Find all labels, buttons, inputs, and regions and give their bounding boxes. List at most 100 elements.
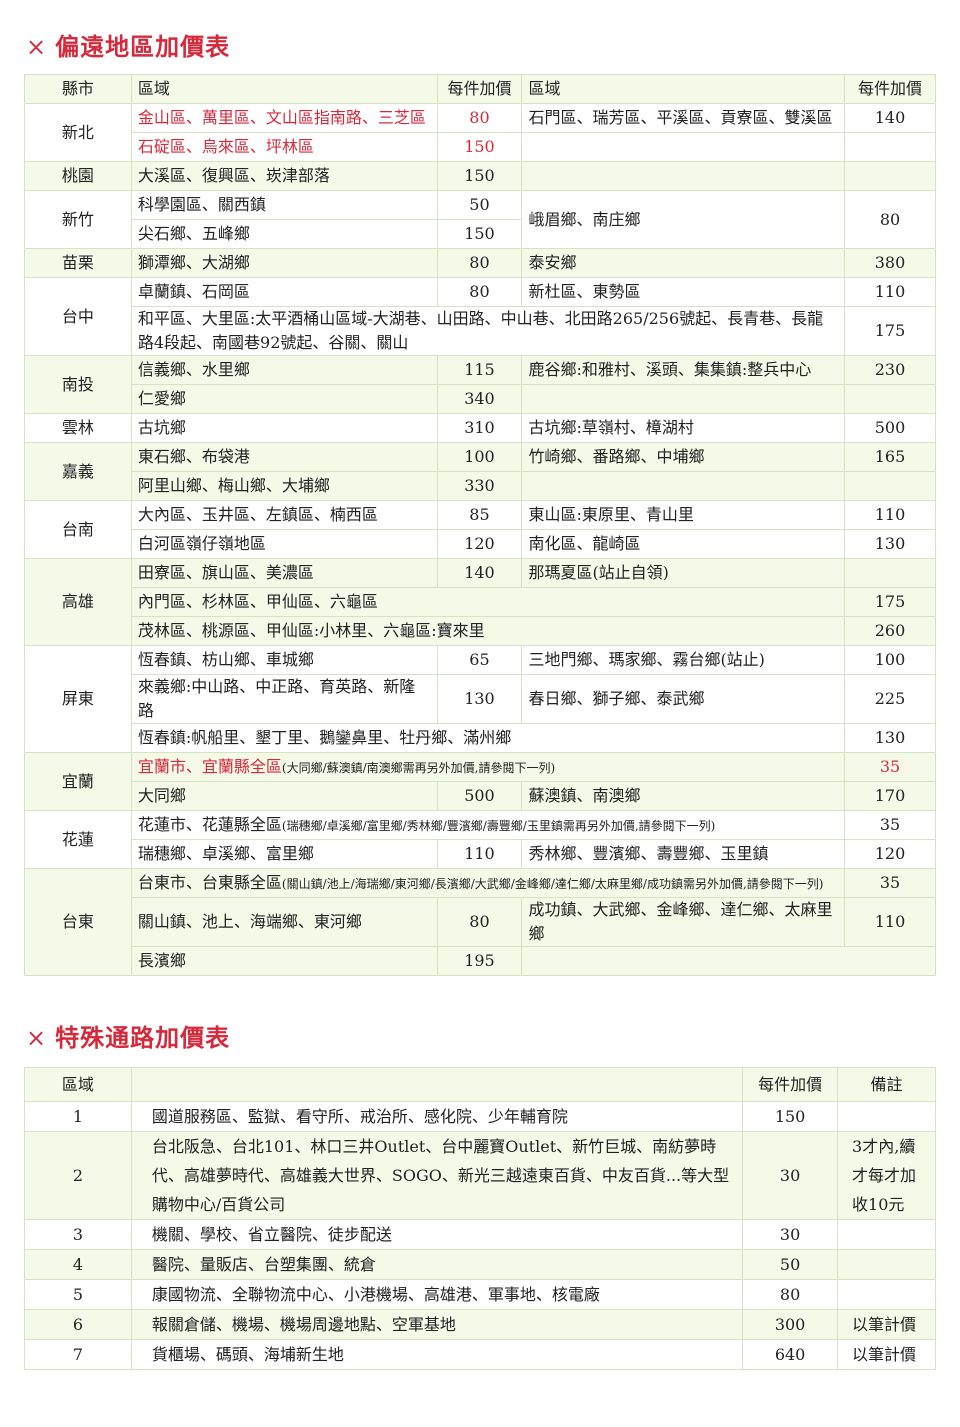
table-row: 石碇區、烏來區、坪林區 150 [25, 132, 936, 162]
remote-area-surcharge-table: 縣市 區域 每件加價 區域 每件加價 新北 金山區、萬里區、文山區指南路、三芝區 8… [24, 74, 936, 976]
table-row: 白河區嶺仔嶺地區 120 南化區、龍崎區 130 [25, 529, 936, 559]
table-row: 4 醫院、量販店、台塑集團、統倉 50 [24, 1249, 936, 1280]
description-cell: 貨櫃場、碼頭、海埔新生地 [130, 1339, 744, 1370]
note-cell [837, 1279, 936, 1310]
area-cell: 南化區、龍崎區 [521, 529, 846, 559]
table-row: 新竹 科學園區、關西鎮 50 峨眉鄉、南庄鄉 80 [24, 190, 936, 249]
area-main-text: 花蓮市、花蓮縣全區 [137, 815, 282, 834]
price-cell: 150 [742, 1101, 839, 1132]
county-cell: 桃園 [24, 161, 132, 191]
header-description [130, 1067, 744, 1102]
table-row: 桃園 大溪區、復興區、崁津部落 150 [24, 161, 936, 191]
price-cell: 260 [844, 616, 936, 646]
table-row: 長濱鄉 195 [25, 946, 936, 976]
area-cell: 和平區、大里區:太平酒桶山區域-大湖巷、山田路、中山巷、北田路265/256號起… [130, 306, 846, 356]
note-cell [837, 1249, 936, 1280]
table-header-row: 縣市 區域 每件加價 區域 每件加價 [24, 74, 936, 104]
area-cell: 宜蘭市、宜蘭縣全區(大同鄉/蘇澳鎮/南澳鄉需再另外加價,請參閱下一列) [130, 752, 846, 782]
county-cell: 苗栗 [24, 248, 132, 278]
special-channel-surcharge-table: 區域 每件加價 備註 1 國道服務區、監獄、看守所、戒治所、感化院、少年輔育院 15… [24, 1067, 936, 1370]
area-cell: 獅潭鄉、大湖鄉 [130, 248, 438, 278]
description-cell: 康國物流、全聯物流中心、小港機場、高雄港、軍事地、核電廠 [130, 1279, 744, 1310]
price-cell: 225 [844, 674, 936, 724]
county-cell: 花蓮 [24, 810, 132, 869]
price-cell: 330 [436, 471, 523, 501]
table-row: 苗栗 獅潭鄉、大湖鄉 80 泰安鄉 380 [24, 248, 936, 278]
area-cell [521, 384, 846, 414]
header-price: 每件加價 [742, 1067, 839, 1102]
area-cell: 石碇區、烏來區、坪林區 [130, 132, 438, 162]
area-cell: 蘇澳鎮、南澳鄉 [521, 781, 846, 811]
title-text: 偏遠地區加價表 [55, 32, 231, 61]
price-cell: 130 [844, 529, 936, 559]
area-cell: 關山鎮、池上、海端鄉、東河鄉 [130, 897, 438, 947]
price-cell: 120 [436, 529, 523, 559]
description-cell: 報關倉儲、機場、機場周邊地點、空軍基地 [130, 1309, 744, 1340]
table-row: 和平區、大里區:太平酒桶山區域-大湖巷、山田路、中山巷、北田路265/256號起… [25, 306, 936, 356]
area-cell [844, 161, 936, 191]
price-cell: 230 [844, 355, 936, 385]
area-cell [521, 946, 936, 976]
zone-cell: 6 [24, 1309, 132, 1340]
table-row: 來義鄉:中山路、中正路、育英路、新隆路 130 春日鄉、獅子鄉、泰武鄉 225 [25, 674, 936, 724]
area-cell: 鹿谷鄉:和雅村、溪頭、集集鎮:整兵中心 [521, 355, 846, 385]
county-cell: 新竹 [24, 190, 132, 249]
price-cell: 140 [436, 558, 523, 588]
price-cell: 65 [436, 645, 523, 675]
price-cell: 30 [742, 1219, 839, 1250]
price-cell: 150 [436, 132, 523, 162]
area-cell: 金山區、萬里區、文山區指南路、三芝區 [130, 103, 438, 133]
note-cell: 3才內,續才每才加收10元 [837, 1131, 936, 1220]
table-row: 大同鄉 500 蘇澳鎮、南澳鄉 170 [25, 781, 936, 811]
table-row: 1 國道服務區、監獄、看守所、戒治所、感化院、少年輔育院 150 [24, 1101, 936, 1132]
price-cell: 140 [844, 103, 936, 133]
area-main-text: 台東市、台東縣全區 [137, 873, 282, 892]
price-cell: 80 [436, 897, 523, 947]
table-row: 花蓮 花蓮市、花蓮縣全區(瑞穗鄉/卓溪鄉/富里鄉/秀林鄉/豐濱鄉/壽豐鄉/玉里鎮需… [24, 810, 936, 869]
area-cell: 恆春鎮、枋山鄉、車城鄉 [130, 645, 438, 675]
table-row: 台南 大內區、玉井區、左鎮區、楠西區 85 東山區:東原里、青山里 110 [24, 500, 936, 559]
zone-cell: 3 [24, 1219, 132, 1250]
price-cell: 340 [436, 384, 523, 414]
table-row: 南投 信義鄉、水里鄉 115 鹿谷鄉:和雅村、溪頭、集集鎮:整兵中心 230 [24, 355, 936, 414]
note-cell: 以筆計價 [837, 1309, 936, 1340]
area-cell [521, 471, 846, 501]
zone-cell: 7 [24, 1339, 132, 1370]
price-cell: 120 [844, 839, 936, 869]
table-row: 嘉義 東石鄉、布袋港 100 竹崎鄉、番路鄉、中埔鄉 165 [24, 442, 936, 501]
price-cell: 195 [436, 946, 523, 976]
area-cell: 三地門鄉、瑪家鄉、霧台鄉(站止) [521, 645, 846, 675]
area-cell: 恆春鎮:帆船里、墾丁里、鵝鑾鼻里、牡丹鄉、滿州鄉 [130, 723, 846, 753]
table-row: 瑞穗鄉、卓溪鄉、富里鄉 110 秀林鄉、豐濱鄉、壽豐鄉、玉里鎮 120 [25, 839, 936, 869]
area-cell: 古坑鄉:草嶺村、樟湖村 [521, 413, 846, 443]
table-row: 屏東 恆春鎮、枋山鄉、車城鄉 65 三地門鄉、瑪家鄉、霧台鄉(站止) 100 [24, 645, 936, 753]
price-cell: 35 [844, 868, 936, 898]
description-cell: 台北阪急、台北101、林口三井Outlet、台中麗寶Outlet、新竹巨城、南紡… [130, 1131, 744, 1220]
header-price-2: 每件加價 [844, 74, 936, 104]
table-row: 高雄 田寮區、旗山區、美濃區 140 那瑪夏區(站止自領) [24, 558, 936, 646]
county-cell: 嘉義 [24, 442, 132, 501]
area-cell: 瑞穗鄉、卓溪鄉、富里鄉 [130, 839, 438, 869]
close-x-icon: × [26, 33, 48, 61]
county-cell: 台中 [24, 277, 132, 356]
county-cell: 高雄 [24, 558, 132, 646]
zone-cell: 1 [24, 1101, 132, 1132]
price-cell: 110 [844, 277, 936, 307]
area-cell: 科學園區、關西鎮 [130, 190, 438, 220]
price-cell: 130 [436, 674, 523, 724]
area-cell [844, 471, 936, 501]
price-cell: 110 [436, 839, 523, 869]
price-cell: 150 [436, 161, 523, 191]
header-zone: 區域 [24, 1067, 132, 1102]
area-cell: 秀林鄉、豐濱鄉、壽豐鄉、玉里鎮 [521, 839, 846, 869]
area-cell: 那瑪夏區(站止自領) [521, 558, 846, 588]
table-row: 台中 卓蘭鎮、石岡區 80 新杜區、東勢區 110 [24, 277, 936, 356]
header-area: 區域 [130, 74, 438, 104]
area-cell: 尖石鄉、五峰鄉 [130, 219, 438, 249]
table-row: 關山鎮、池上、海端鄉、東河鄉 80 成功鎮、大武鄉、金峰鄉、達仁鄉、太麻里鄉 110 [25, 897, 936, 947]
area-cell: 新杜區、東勢區 [521, 277, 846, 307]
area-main-text: 宜蘭市、宜蘭縣全區 [137, 757, 282, 776]
description-cell: 國道服務區、監獄、看守所、戒治所、感化院、少年輔育院 [130, 1101, 744, 1132]
area-cell: 大同鄉 [130, 781, 438, 811]
price-cell: 500 [436, 781, 523, 811]
